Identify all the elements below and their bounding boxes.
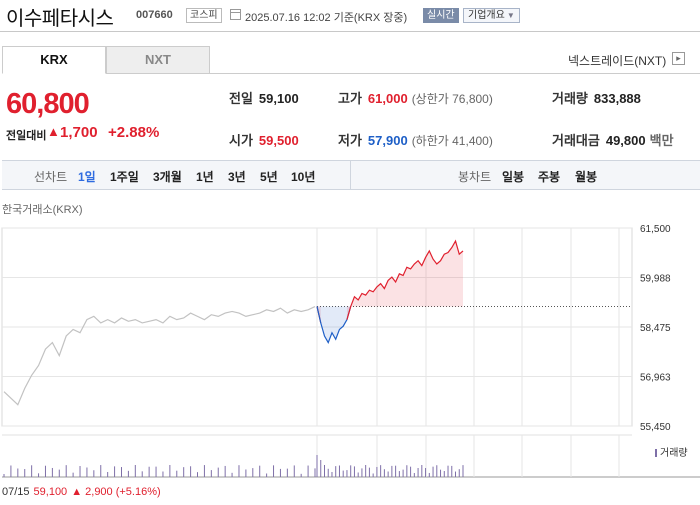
footer-prev-close: 59,100 <box>33 486 68 498</box>
up-arrow-icon: ▲ <box>71 486 83 498</box>
period-bar: 선차트 1일 1주일 3개월 1년 3년 5년 10년 봉차트 일봉 주봉 월봉 <box>2 160 700 190</box>
stat-amount: 거래대금 49,800 백만 <box>552 130 674 149</box>
nextrade-link[interactable]: 넥스트레이드(NXT) <box>568 54 667 68</box>
candle-chart-label[interactable]: 봉차트 <box>458 170 492 184</box>
footer-change: ▲ 2,900 (+5.16%) <box>71 486 160 498</box>
down-area-fill <box>317 306 351 343</box>
stat-value: 49,800 <box>605 133 646 148</box>
period-1d[interactable]: 1일 <box>78 170 96 184</box>
stat-value: 833,888 <box>593 91 641 106</box>
stat-value: 57,900 <box>367 133 408 148</box>
candle-monthly[interactable]: 월봉 <box>575 170 598 184</box>
y-tick-label: 59,988 <box>640 274 671 285</box>
stat-open: 시가 59,500 <box>229 130 299 149</box>
change-value: 1,700 <box>60 124 98 141</box>
footer-change-value: 2,900 (+5.16%) <box>85 486 161 498</box>
change-percent: +2.88% <box>108 124 160 141</box>
volume-legend: 거래량 <box>655 444 688 459</box>
exchange-label: 한국거래소(KRX) <box>2 204 83 216</box>
stat-volume: 거래량 833,888 <box>552 88 641 107</box>
popup-icon[interactable]: ▸ <box>672 52 685 65</box>
caret-down-icon: ▼ <box>506 11 515 20</box>
y-tick-label: 61,500 <box>640 224 671 235</box>
tab-nxt[interactable]: NXT <box>106 46 210 74</box>
stock-code: 007660 <box>136 9 173 21</box>
amount-unit: 백만 <box>649 133 674 148</box>
period-5y[interactable]: 5년 <box>260 170 278 184</box>
lower-limit: (하한가 41,400) <box>411 134 493 148</box>
stat-high: 고가 61,000 (상한가 76,800) <box>338 88 493 107</box>
company-info-button[interactable]: 기업개요 ▼ <box>463 8 520 23</box>
upper-limit: (상한가 76,800) <box>411 92 493 106</box>
footer-date: 07/15 <box>2 486 30 498</box>
intraday-chart[interactable]: 61,50059,98858,47556,96355,45007/1610:00… <box>0 210 700 486</box>
stat-prev-close: 전일 59,100 <box>229 88 299 107</box>
up-area-fill <box>346 241 463 320</box>
stat-low: 저가 57,900 (하한가 41,400) <box>338 130 493 149</box>
quote-datetime: 2025.07.16 12:02 기준(KRX 장중) <box>245 12 408 24</box>
calendar-icon <box>230 9 241 20</box>
line-chart-label[interactable]: 선차트 <box>34 170 68 184</box>
market-badge: 코스피 <box>186 8 222 23</box>
up-arrow-icon: ▲ <box>47 124 60 139</box>
stat-label: 거래대금 <box>552 133 600 148</box>
stat-value: 61,000 <box>367 91 408 106</box>
y-tick-label: 58,475 <box>640 323 671 334</box>
candle-daily[interactable]: 일봉 <box>502 170 525 184</box>
change-label: 전일대비 <box>6 130 47 142</box>
stock-name: 이수페타시스 <box>6 8 114 30</box>
period-1y[interactable]: 1년 <box>196 170 214 184</box>
down-price-line <box>316 306 352 344</box>
current-price: 60,800 <box>6 88 90 120</box>
stat-label: 시가 <box>229 133 253 148</box>
y-tick-label: 55,450 <box>640 422 671 433</box>
candle-weekly[interactable]: 주봉 <box>538 170 561 184</box>
tab-krx[interactable]: KRX <box>2 46 106 74</box>
stat-value: 59,500 <box>258 133 299 148</box>
stat-label: 전일 <box>229 91 253 106</box>
footer-prev-day: 07/15 59,100 ▲ 2,900 (+5.16%) <box>2 486 161 498</box>
realtime-badge: 실시간 <box>423 8 459 23</box>
stat-label: 거래량 <box>552 91 588 106</box>
period-3y[interactable]: 3년 <box>228 170 246 184</box>
prev-day-line <box>3 306 316 406</box>
period-10y[interactable]: 10년 <box>291 170 316 184</box>
stat-value: 59,100 <box>258 91 299 106</box>
header-bar: 이수페타시스 007660 코스피 2025.07.16 12:02 기준(KR… <box>0 0 700 32</box>
stat-label: 저가 <box>338 133 362 148</box>
y-tick-label: 56,963 <box>640 373 671 384</box>
company-info-label: 기업개요 <box>468 10 505 21</box>
tab-divider <box>210 73 700 74</box>
up-price-line <box>346 239 464 320</box>
period-1w[interactable]: 1주일 <box>110 170 139 184</box>
divider <box>350 161 351 189</box>
period-3m[interactable]: 3개월 <box>153 170 182 184</box>
stat-label: 고가 <box>338 91 362 106</box>
